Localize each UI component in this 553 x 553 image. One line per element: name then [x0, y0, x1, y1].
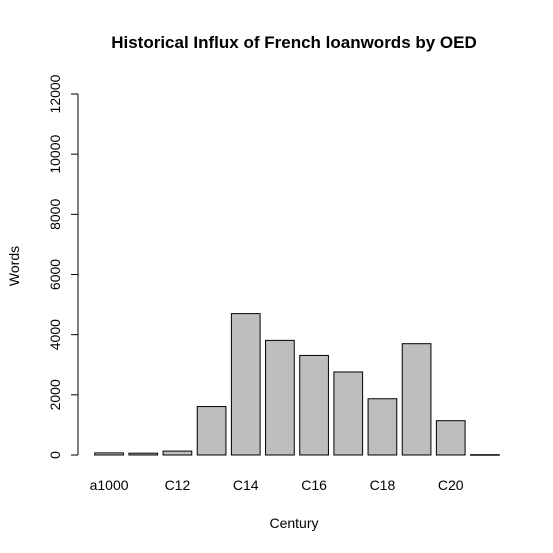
x-tick-label: C20 [438, 477, 464, 493]
bars [94, 313, 500, 456]
x-tick-label: C18 [370, 477, 396, 493]
bar-C11 [128, 452, 159, 456]
y-tick-label: 12000 [47, 74, 63, 113]
x-tick-label: C12 [165, 477, 191, 493]
x-axis-tick-labels: a1000 C12 C14 C16 C18 C20 [90, 477, 464, 493]
bar-C14 [230, 313, 261, 456]
bar-a1000 [94, 452, 124, 456]
x-tick-label: a1000 [90, 477, 129, 493]
bar-C20 [435, 420, 466, 456]
bar-C12 [162, 450, 193, 456]
y-tick-label: 2000 [47, 379, 63, 410]
y-tick-label: 8000 [47, 199, 63, 230]
bar-C16 [299, 354, 329, 456]
bar-C13 [196, 406, 227, 456]
bar-C19 [401, 343, 432, 456]
y-axis: 0 2000 4000 6000 8000 10000 12000 [47, 74, 79, 459]
bar-C21 [470, 454, 500, 456]
x-axis-label: Century [269, 515, 318, 531]
x-tick-label: C14 [233, 477, 259, 493]
x-tick-label: C16 [301, 477, 327, 493]
bar-C17 [333, 371, 364, 456]
y-tick-label: 0 [47, 451, 63, 459]
bar-C15 [265, 339, 295, 456]
y-tick-label: 10000 [47, 134, 63, 173]
y-tick-label: 4000 [47, 319, 63, 350]
y-tick-label: 6000 [47, 259, 63, 290]
y-axis-label: Words [6, 246, 22, 286]
bar-C18 [367, 398, 398, 456]
chart-title: Historical Influx of French loanwords by… [111, 33, 477, 52]
